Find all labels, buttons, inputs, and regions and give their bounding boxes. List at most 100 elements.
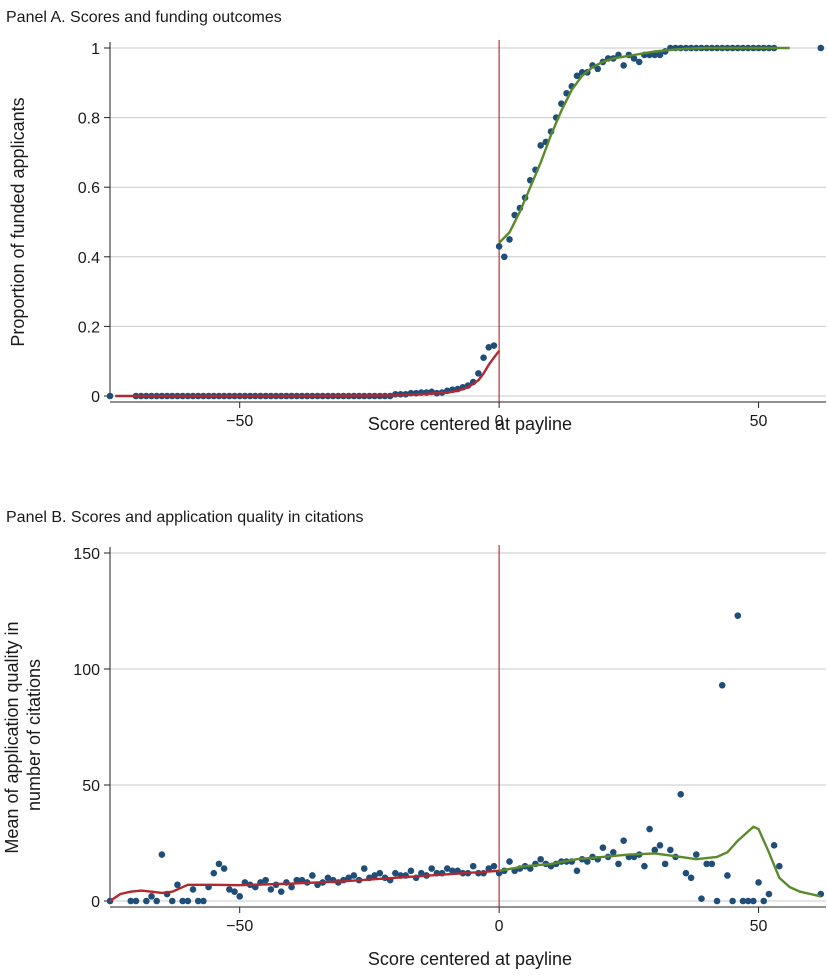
panel-b-data-point [324,874,332,882]
panel-b-data-point [656,842,664,849]
panel-a-y-tick-label: 0.2 [78,319,100,336]
panel-a-data-point [620,62,627,69]
panel-a-data-point [651,51,659,59]
panel-b-data-point [641,862,648,870]
panel-b-data-point [729,897,736,905]
panel-a-title: Panel A. Scores and funding outcomes [6,9,282,26]
panel-b-data-point [718,681,726,689]
panel-a-x-tick-label: 50 [750,413,768,430]
panel-a-fit-right-line [498,46,790,244]
panel-b-data-point [407,867,415,875]
panel-b-data-point [713,897,721,905]
panel-b-data-point [770,842,778,849]
panel-b-data-point [236,893,244,900]
panel-b-data-point [262,876,269,884]
panel-b-data-point [179,897,186,905]
panel-b-fit-right-line [498,825,822,898]
panel-a-y-tick-label: 1 [91,41,100,58]
panel-b-x-tick-label: −50 [226,918,253,935]
panel-b-data-point [345,874,352,882]
panel-b-data-point [698,895,705,902]
panel-a-data-point [106,392,114,400]
panel-b-y-tick-label: 0 [91,894,100,911]
panel-b-data-point [506,858,513,865]
panel-b-data-point [724,872,731,879]
panel-a-data-point [475,370,482,377]
panel-a-data-point [485,343,493,351]
panel-b-data-point [226,886,233,893]
panel-b-data-point [143,897,150,905]
panel-b-data-point [293,876,301,884]
panel-b-data-point [584,858,591,865]
panel-b-data-point [371,872,378,879]
panel-b-data-point [184,897,192,905]
panel-b-data-point [174,881,181,889]
panel-b-y-tick-label: 150 [73,546,100,563]
panel-b-data-point [215,860,223,868]
panel-a-data-point [490,342,498,349]
panel-b-data-point [755,879,762,886]
panel-a-fit-left-line [115,350,501,398]
panel-b-data-point [153,897,160,905]
panel-a-y-tick-label: 0.6 [78,180,100,197]
panel-b-data-point [428,865,435,872]
panel-b-data-point [620,837,627,844]
panel-b-data-point [350,872,358,879]
panel-b-data-point [682,869,690,877]
panel-b-data-point [651,846,659,854]
panel-a-data-point [537,142,544,149]
panel-b-data-point [376,869,384,877]
panel-b-y-axis-label: Mean of application quality in number of… [2,616,44,853]
panel-b-data-point [615,860,622,868]
panel-a-data-point [635,58,643,66]
panel-b-data-point [189,886,197,893]
panel-b-data-point [744,897,752,905]
panel-b-data-point [765,890,773,898]
panel-a-data-point [656,51,664,59]
panel-b-data-point [708,860,716,868]
panel-b-data-point [449,867,456,875]
panel-a-data-point [817,44,825,52]
panel-b-data-point [132,897,140,905]
panel-b-data-point [210,869,218,877]
panel-a-data-point [501,253,508,261]
panel-b-data-point [490,862,498,870]
panel-b-data-point [692,851,700,858]
panel-a-data-point [480,354,487,362]
panel-a-data-point [630,55,638,62]
panel-b-data-point [750,897,757,905]
panel-b-x-tick-label: 0 [495,918,504,935]
panel-a-x-tick-label: 0 [495,413,504,430]
panel-b-x-axis-label: Score centered at payline [368,949,572,969]
panel-b-data-point [220,865,228,872]
panel-b-data-point [677,790,685,798]
panel-a-data-point [495,243,503,250]
panel-b-data-point [158,851,166,858]
panel-a: 0 0.2 0.4 0.6 0.8 1 −50 0 50 [78,40,826,430]
panel-b-data-point [734,612,742,619]
panel-b-data-point [231,888,238,896]
panel-b-title: Panel B. Scores and application quality … [6,509,364,526]
panel-b-data-point [646,825,653,833]
panel-b-data-point [127,897,135,905]
panel-b-data-point [200,897,207,905]
panel-a-y-tick-label: 0.4 [78,250,100,267]
panel-b-data-point [194,897,202,905]
panel-b-data-point [537,855,544,863]
panel-b-data-point [360,865,368,872]
panel-a-y-tick-label: 0 [91,389,100,406]
panel-b-data-point [277,888,285,896]
panel-a-data-point [573,72,581,80]
panel-b-data-point [609,848,617,856]
panel-b-data-point [309,872,316,879]
panel-b-y-tick-label: 100 [73,662,100,679]
panel-a-data-point [506,236,513,243]
panel-a-y-tick-label: 0.8 [78,111,100,128]
panel-b-data-point [776,862,783,870]
panel-a-data-point [594,65,602,73]
panel-b-data-point [573,867,581,875]
panel-b-x-tick-label: 50 [750,918,768,935]
panel-b-data-point [469,862,477,870]
